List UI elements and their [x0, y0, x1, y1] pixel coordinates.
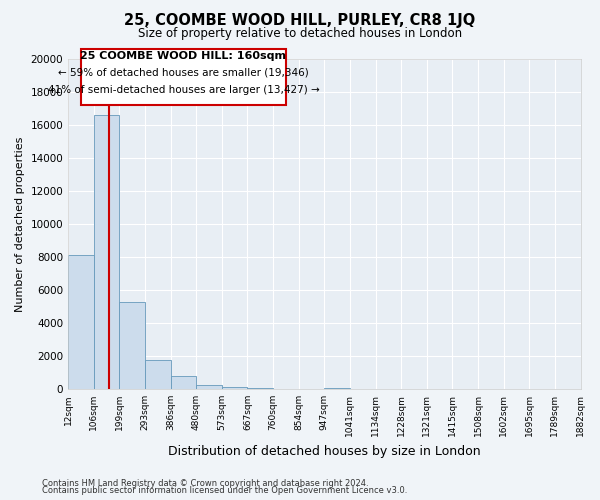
Bar	[325, 388, 350, 389]
Bar	[68, 256, 94, 389]
Text: ← 59% of detached houses are smaller (19,346): ← 59% of detached houses are smaller (19…	[58, 68, 309, 78]
Text: 25 COOMBE WOOD HILL: 160sqm: 25 COOMBE WOOD HILL: 160sqm	[80, 50, 286, 60]
Bar	[145, 360, 170, 389]
Text: Size of property relative to detached houses in London: Size of property relative to detached ho…	[138, 28, 462, 40]
Text: 41% of semi-detached houses are larger (13,427) →: 41% of semi-detached houses are larger (…	[47, 86, 319, 96]
Text: 25, COOMBE WOOD HILL, PURLEY, CR8 1JQ: 25, COOMBE WOOD HILL, PURLEY, CR8 1JQ	[124, 12, 476, 28]
Bar	[94, 115, 119, 389]
X-axis label: Distribution of detached houses by size in London: Distribution of detached houses by size …	[168, 444, 481, 458]
Text: Contains HM Land Registry data © Crown copyright and database right 2024.: Contains HM Land Registry data © Crown c…	[42, 478, 368, 488]
Y-axis label: Number of detached properties: Number of detached properties	[15, 136, 25, 312]
Bar	[222, 386, 247, 389]
Bar	[247, 388, 273, 389]
FancyBboxPatch shape	[81, 49, 286, 106]
Bar	[196, 385, 222, 389]
Bar	[170, 376, 196, 389]
Text: Contains public sector information licensed under the Open Government Licence v3: Contains public sector information licen…	[42, 486, 407, 495]
Bar	[119, 302, 145, 389]
